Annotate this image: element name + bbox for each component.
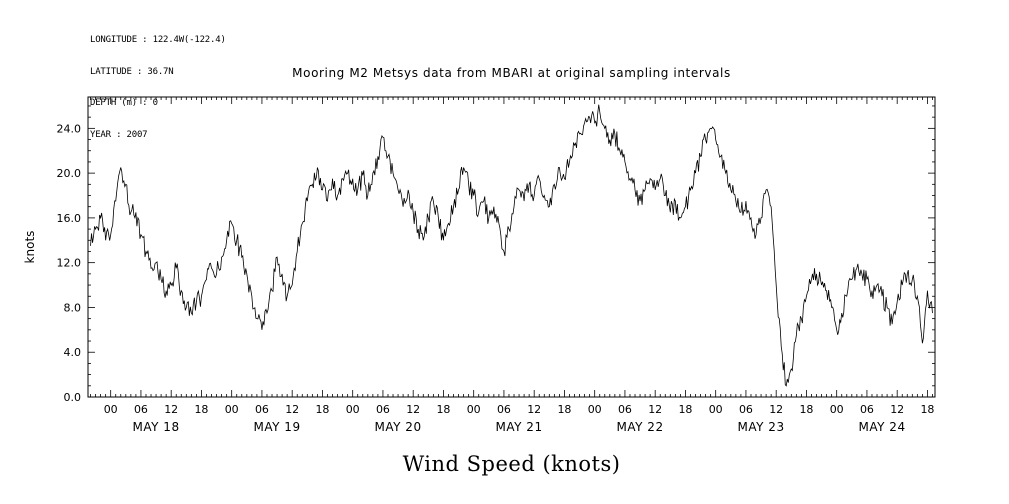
hour-tick-label: 18 [194, 403, 208, 416]
meta-year: YEAR : 2007 [90, 129, 148, 140]
hour-tick-label: 00 [830, 403, 844, 416]
hour-tick-label: 12 [285, 403, 299, 416]
hour-tick-label: 18 [678, 403, 692, 416]
hour-tick-label: 18 [920, 403, 934, 416]
day-label: MAY 19 [254, 420, 301, 434]
y-tick-label: 8.0 [64, 301, 82, 314]
wind-speed-line [90, 104, 933, 387]
hour-tick-label: 00 [225, 403, 239, 416]
meta-depth: DEPTH (m) : 0 [90, 98, 158, 108]
plot-metadata: LONGITUDE : 122.4W(-122.4) LATITUDE : 36… [90, 14, 226, 161]
hour-tick-label: 18 [557, 403, 571, 416]
day-label: MAY 23 [738, 420, 785, 434]
hour-tick-label: 00 [709, 403, 723, 416]
hour-tick-label: 06 [497, 403, 511, 416]
hour-tick-label: 00 [467, 403, 481, 416]
meta-longitude: LONGITUDE : 122.4W(-122.4) [90, 35, 226, 45]
y-tick-label: 4.0 [64, 346, 82, 359]
day-label: MAY 24 [859, 420, 906, 434]
hour-tick-label: 00 [104, 403, 118, 416]
y-tick-label: 12.0 [57, 257, 82, 270]
day-label: MAY 20 [375, 420, 422, 434]
y-tick-label: 0.0 [64, 391, 82, 404]
y-tick-label: 20.0 [57, 167, 82, 180]
hour-tick-label: 06 [134, 403, 148, 416]
hour-tick-label: 06 [739, 403, 753, 416]
hour-tick-label: 06 [618, 403, 632, 416]
hour-tick-label: 18 [436, 403, 450, 416]
hour-tick-label: 06 [376, 403, 390, 416]
hour-tick-label: 18 [799, 403, 813, 416]
meta-latitude: LATITUDE : 36.7N [90, 66, 174, 77]
hour-tick-label: 18 [315, 403, 329, 416]
chart-title: Mooring M2 Metsys data from MBARI at ori… [292, 66, 731, 80]
hour-tick-label: 12 [890, 403, 904, 416]
hour-tick-label: 00 [588, 403, 602, 416]
hour-tick-label: 06 [860, 403, 874, 416]
hour-tick-label: 12 [769, 403, 783, 416]
y-axis-label: knots [23, 231, 37, 264]
hour-tick-label: 12 [164, 403, 178, 416]
day-label: MAY 18 [133, 420, 180, 434]
hour-tick-label: 12 [406, 403, 420, 416]
day-label: MAY 21 [496, 420, 543, 434]
day-label: MAY 22 [617, 420, 664, 434]
plot-frame [87, 96, 936, 398]
hour-tick-label: 06 [255, 403, 269, 416]
y-tick-label: 24.0 [57, 122, 82, 135]
hour-tick-label: 00 [346, 403, 360, 416]
hour-tick-label: 12 [648, 403, 662, 416]
x-axis-title: Wind Speed (knots) [402, 452, 621, 476]
y-tick-label: 16.0 [57, 212, 82, 225]
hour-tick-label: 12 [527, 403, 541, 416]
